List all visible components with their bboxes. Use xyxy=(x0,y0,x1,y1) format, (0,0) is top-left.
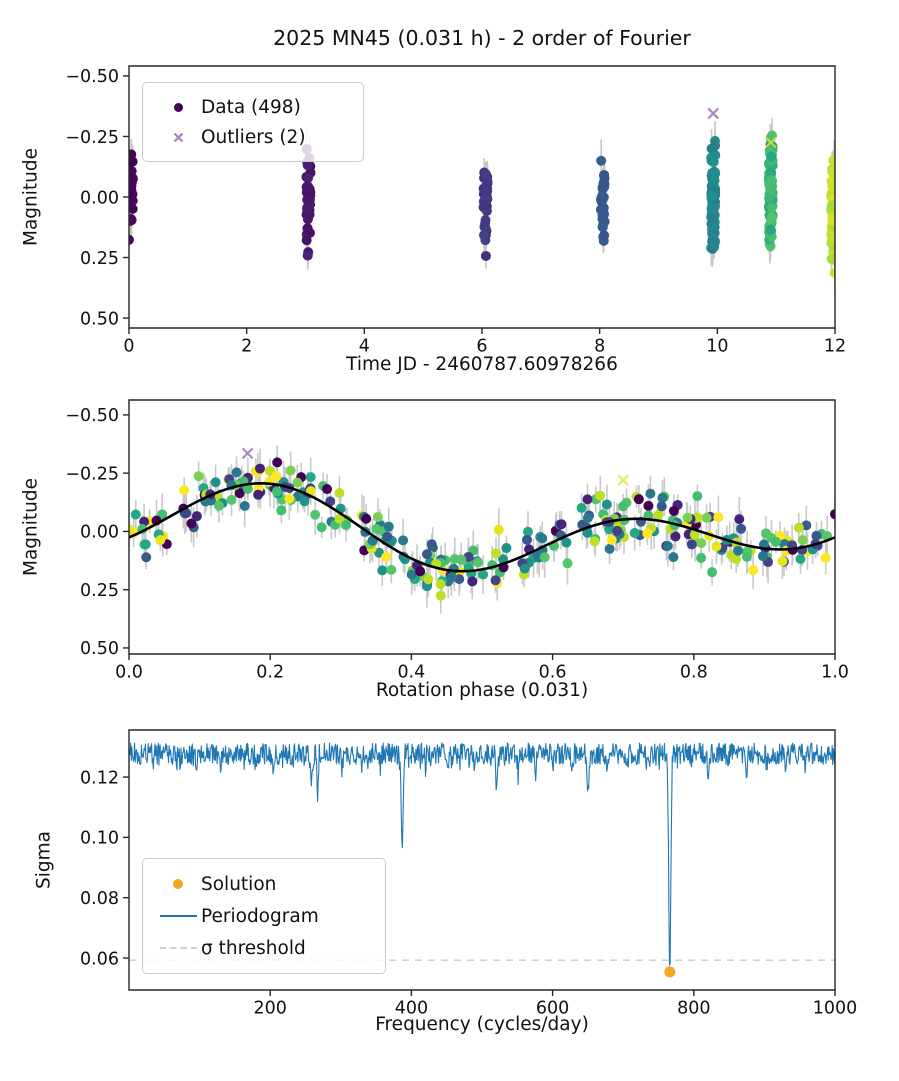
legend-item-data: Data (498) xyxy=(155,92,347,122)
y-tick-label: −0.50 xyxy=(65,67,119,87)
axes-phase_folded_lightcurve: 0.0 0.2 0.4 0.6 0.8 1.0 −0.50 −0.25 0.00 0.25 0.50 xyxy=(65,399,849,683)
x-tick-label: 12 xyxy=(824,337,846,357)
outlier-x-icon xyxy=(173,132,183,142)
fourier-fit-curve xyxy=(129,481,835,573)
periodogram-line xyxy=(129,742,835,966)
x-tick-label: 0.0 xyxy=(115,663,143,683)
x-tick-label: 0.2 xyxy=(256,663,284,683)
legend-item-periodogram: Periodogram xyxy=(155,900,369,932)
outlier-markers xyxy=(707,107,777,149)
x-tick-label: 0 xyxy=(123,337,134,357)
threshold-dash-icon xyxy=(159,947,197,949)
x-tick-label: 2 xyxy=(241,337,252,357)
ylabel-magnitude-middle: Magnitude xyxy=(20,477,42,577)
legend-label-data: Data (498) xyxy=(201,96,301,118)
legend-label-outliers: Outliers (2) xyxy=(201,126,306,148)
panel-lightcurve_vs_time: 0 2 4 6 8 10 12 −0.50 −0.25 0.00 0.25 0.50 xyxy=(65,65,846,357)
x-tick-label: 800 xyxy=(677,999,710,1019)
legend-marker xyxy=(155,131,201,144)
legend-label-solution: Solution xyxy=(201,873,277,895)
x-tick-label: 4 xyxy=(359,337,370,357)
data-points xyxy=(129,457,835,601)
solution-point xyxy=(664,966,676,978)
y-tick-label: 0.00 xyxy=(80,188,119,208)
y-tick-label: 0.50 xyxy=(80,309,119,329)
y-tick-label: 0.12 xyxy=(80,768,119,788)
x-tick-label: 600 xyxy=(536,999,569,1019)
x-tick-label: 0.6 xyxy=(539,663,567,683)
xlabel-time: Time JD - 2460787.60978266 xyxy=(346,354,618,375)
x-tick-label: 1.0 xyxy=(821,663,849,683)
y-tick-label: −0.25 xyxy=(65,128,119,148)
legend-marker xyxy=(155,102,201,112)
x-tick-label: 200 xyxy=(253,999,286,1019)
y-tick-label: 0.08 xyxy=(80,889,119,909)
x-tick-label: 8 xyxy=(594,337,605,357)
x-tick-label: 0.4 xyxy=(397,663,425,683)
tick-marks xyxy=(123,75,836,334)
figure-title: 2025 MN45 (0.031 h) - 2 order of Fourier xyxy=(273,26,691,50)
y-tick-label: −0.25 xyxy=(65,464,119,484)
legend-item-solution: Solution xyxy=(155,868,369,900)
xlabel-rotation-phase: Rotation phase (0.031) xyxy=(375,680,589,701)
outlier-markers xyxy=(241,447,629,486)
legend-marker xyxy=(155,879,201,889)
legend-marker xyxy=(155,915,201,917)
data-dot-icon xyxy=(173,102,183,112)
panel-periodogram: 200 400 600 800 1000 0.06 0.08 0.10 0.12 xyxy=(80,729,857,1019)
panel-phase_folded_lightcurve: 0.0 0.2 0.4 0.6 0.8 1.0 −0.50 −0.25 0.00 0.25 0.50 xyxy=(65,399,849,683)
ylabel-sigma: Sigma xyxy=(33,831,55,889)
y-tick-label: 0.06 xyxy=(80,949,119,969)
ylabel-magnitude-top: Magnitude xyxy=(20,147,42,247)
legend-label-threshold: σ threshold xyxy=(201,937,306,959)
xlabel-frequency: Frequency (cycles/day) xyxy=(375,1014,589,1035)
data-points xyxy=(129,130,835,278)
tick-labels: 0.0 0.2 0.4 0.6 0.8 1.0 −0.50 −0.25 0.00 0.25 0.50 xyxy=(65,406,849,682)
tick-labels: 0 2 4 6 8 10 12 −0.50 −0.25 0.00 0.25 0.50 xyxy=(65,67,846,356)
plot-area-lightcurve_vs_time xyxy=(129,107,835,294)
x-tick-label: 10 xyxy=(706,337,728,357)
x-tick-label: 400 xyxy=(395,999,428,1019)
legend-item-threshold: σ threshold xyxy=(155,932,369,964)
y-tick-label: −0.50 xyxy=(65,406,119,426)
legend-periodogram-panel: Solution Periodogram σ threshold xyxy=(142,858,386,974)
y-tick-label: 0.10 xyxy=(80,829,119,849)
legend-item-outliers: Outliers (2) xyxy=(155,122,347,152)
legend-top-panel: Data (498) Outliers (2) xyxy=(142,82,364,162)
legend-label-periodogram: Periodogram xyxy=(201,905,319,927)
x-tick-label: 0.8 xyxy=(680,663,708,683)
axes-lightcurve_vs_time: 0 2 4 6 8 10 12 −0.50 −0.25 0.00 0.25 0.50 xyxy=(65,65,846,357)
solution-dot-icon xyxy=(173,879,183,889)
x-tick-label: 1000 xyxy=(813,999,858,1019)
tick-labels: 200 400 600 800 1000 0.06 0.08 0.10 0.12 xyxy=(80,768,857,1018)
y-tick-label: 0.50 xyxy=(80,639,119,659)
axes-periodogram: 200 400 600 800 1000 0.06 0.08 0.10 0.12 xyxy=(80,729,857,1019)
plot-area-phase_folded_lightcurve xyxy=(129,445,835,614)
legend-marker xyxy=(155,947,201,949)
periodogram-line-icon xyxy=(159,915,197,917)
y-tick-label: 0.25 xyxy=(80,249,119,269)
x-tick-label: 6 xyxy=(476,337,487,357)
y-tick-label: 0.25 xyxy=(80,581,119,601)
tick-marks xyxy=(123,414,836,660)
tick-marks xyxy=(123,776,836,996)
y-tick-label: 0.00 xyxy=(80,523,119,543)
